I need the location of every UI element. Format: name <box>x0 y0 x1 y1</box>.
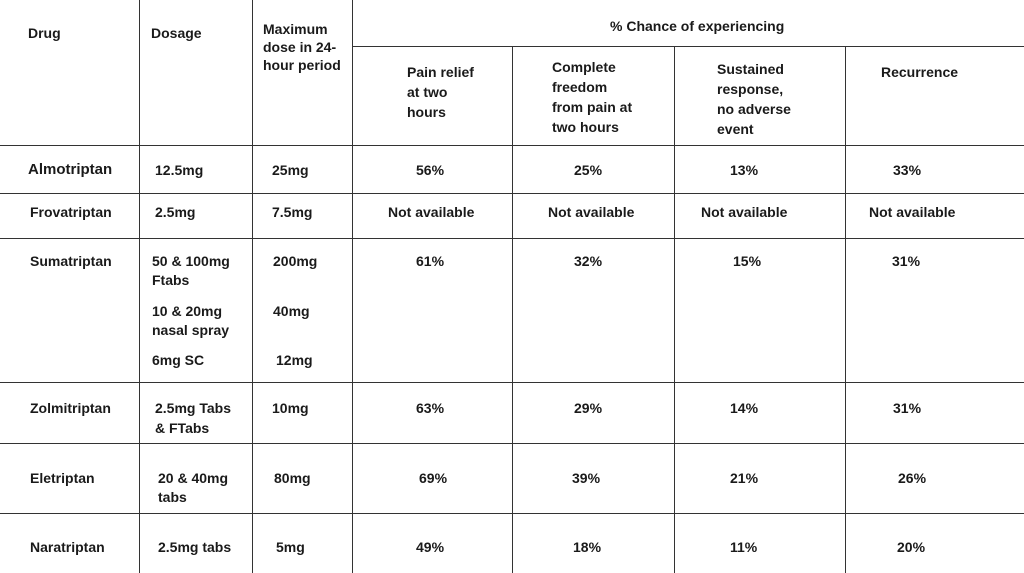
cell-dosage: 50 & 100mg <box>152 253 230 269</box>
header-max-dose-line3: hour period <box>263 57 341 73</box>
header-chance: % Chance of experiencing <box>610 18 785 34</box>
cell-freedom: 18% <box>573 539 602 555</box>
cell-sustained: 13% <box>730 162 759 178</box>
header-freedom-line1: Complete <box>552 59 616 75</box>
header-sustained-line3: no adverse <box>717 101 791 117</box>
cell-sustained: 21% <box>730 470 759 486</box>
header-pain-relief-line2: at two <box>407 84 448 100</box>
cell-max: 7.5mg <box>272 204 313 220</box>
header-drug: Drug <box>28 25 61 41</box>
cell-drug: Naratriptan <box>30 539 105 555</box>
cell-sustained: 15% <box>733 253 762 269</box>
rule <box>845 47 846 573</box>
cell-pain-relief: 63% <box>416 400 445 416</box>
cell-dosage: 10 & 20mg <box>152 303 223 319</box>
header-freedom-line4: two hours <box>552 119 619 135</box>
rule <box>352 0 353 573</box>
cell-dosage: Ftabs <box>152 272 190 288</box>
cell-freedom: 39% <box>572 470 601 486</box>
header-freedom-line3: from pain at <box>552 99 633 115</box>
cell-dosage: 20 & 40mg <box>158 470 229 486</box>
header-sustained-line1: Sustained <box>717 61 784 77</box>
cell-recurrence: 31% <box>893 400 922 416</box>
header-sustained-line4: event <box>717 121 754 137</box>
cell-freedom: 29% <box>574 400 603 416</box>
cell-max: 40mg <box>273 303 310 319</box>
cell-sustained: Not available <box>701 204 788 220</box>
cell-recurrence: 20% <box>897 539 926 555</box>
cell-max: 12mg <box>276 352 313 368</box>
header-pain-relief-line1: Pain relief <box>407 64 474 80</box>
cell-max: 25mg <box>272 162 309 178</box>
cell-freedom: Not available <box>548 204 635 220</box>
cell-pain-relief: 49% <box>416 539 445 555</box>
cell-max: 80mg <box>274 470 311 486</box>
rule <box>139 0 140 573</box>
cell-drug: Almotriptan <box>28 161 113 178</box>
header-max-dose-line2: dose in 24- <box>263 39 337 55</box>
cell-freedom: 25% <box>574 162 603 178</box>
cell-recurrence: 33% <box>893 162 922 178</box>
header-recurrence: Recurrence <box>881 64 959 80</box>
cell-pain-relief: Not available <box>388 204 475 220</box>
cell-max: 5mg <box>276 539 305 555</box>
cell-dosage: 2.5mg Tabs <box>155 400 231 416</box>
cell-drug: Frovatriptan <box>30 204 112 220</box>
header-dosage: Dosage <box>151 25 202 41</box>
cell-drug: Sumatriptan <box>30 253 112 269</box>
rule <box>674 47 675 573</box>
cell-dosage: 6mg SC <box>152 352 205 368</box>
cell-dosage: & FTabs <box>155 420 210 436</box>
rule <box>512 47 513 573</box>
cell-pain-relief: 61% <box>416 253 445 269</box>
cell-max: 10mg <box>272 400 309 416</box>
cell-drug: Eletriptan <box>30 470 95 486</box>
cell-recurrence: 31% <box>892 253 921 269</box>
cell-pain-relief: 69% <box>419 470 448 486</box>
cell-dosage: 2.5mg <box>155 204 196 220</box>
cell-dosage: 12.5mg <box>155 162 204 178</box>
cell-dosage: tabs <box>158 489 187 505</box>
rule <box>352 46 1024 47</box>
cell-pain-relief: 56% <box>416 162 445 178</box>
cell-sustained: 11% <box>730 539 758 555</box>
cell-drug: Zolmitriptan <box>30 400 111 416</box>
rule <box>252 0 253 573</box>
cell-dosage: 2.5mg tabs <box>158 539 232 555</box>
header-sustained-line2: response, <box>717 81 784 97</box>
cell-sustained: 14% <box>730 400 759 416</box>
cell-recurrence: 26% <box>898 470 927 486</box>
cell-recurrence: Not available <box>869 204 956 220</box>
cell-dosage: nasal spray <box>152 322 230 338</box>
cell-max: 200mg <box>273 253 318 269</box>
cell-freedom: 32% <box>574 253 603 269</box>
header-freedom-line2: freedom <box>552 79 608 95</box>
header-pain-relief-line3: hours <box>407 104 446 120</box>
header-max-dose-line1: Maximum <box>263 21 328 37</box>
